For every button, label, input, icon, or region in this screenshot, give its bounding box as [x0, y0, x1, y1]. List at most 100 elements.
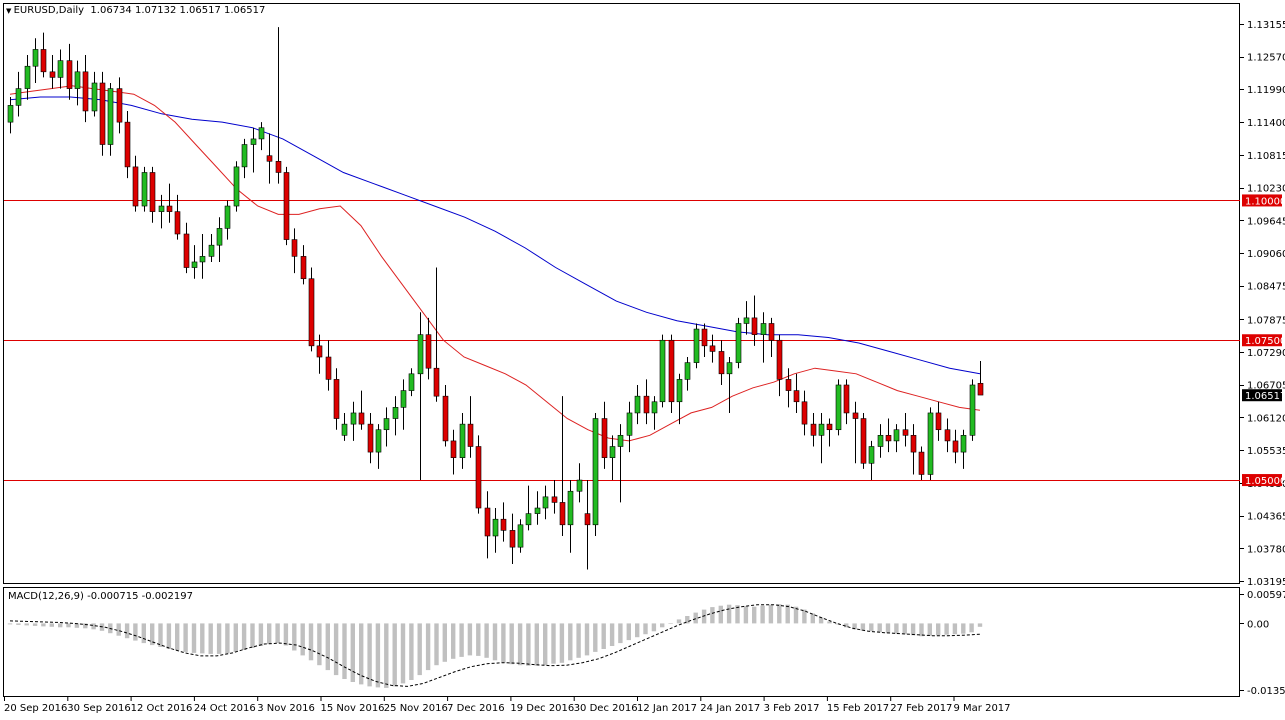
macd-histogram-bar [693, 612, 698, 624]
moving-average-slow [9, 96, 981, 375]
macd-histogram-bar [384, 623, 389, 688]
candle-down [433, 367, 440, 397]
candle-up [459, 423, 466, 458]
macd-histogram-bar [919, 623, 924, 637]
macd-histogram-bar [668, 623, 673, 624]
candle-down [275, 160, 282, 173]
candle-up [158, 205, 165, 212]
macd-histogram-bar [124, 623, 130, 639]
macd-histogram-bar [818, 617, 824, 624]
moving-average-fast [9, 85, 981, 442]
candle-down [551, 496, 558, 503]
symbol-header: ▼ EURUSD,Daily 1.06734 1.07132 1.06517 1… [6, 5, 266, 16]
candle-down [183, 233, 190, 268]
candle-up [392, 407, 399, 419]
candle-down [333, 379, 340, 419]
candle-down [785, 379, 792, 391]
macd-histogram-bar [902, 623, 907, 635]
macd-histogram-bar [710, 607, 715, 624]
candle-up [107, 88, 114, 145]
time-tick-label: 9 Mar 2017 [954, 703, 1011, 714]
candle-down [584, 513, 591, 526]
macd-histogram-bar [509, 623, 514, 665]
macd-histogram-bar [392, 623, 397, 687]
macd-histogram-bar [568, 623, 573, 661]
candle-up [24, 65, 31, 89]
candle-down [810, 423, 817, 436]
candle-up [893, 429, 900, 442]
macd-histogram-bar [350, 623, 355, 682]
macd-histogram-bar [835, 623, 840, 625]
header-arrow-icon[interactable]: ▼ [6, 7, 14, 15]
macd-histogram-bar [768, 604, 774, 624]
macd-histogram-bar [225, 623, 230, 654]
macd-histogram-bar [409, 623, 414, 680]
main-pane-frame [3, 3, 1240, 584]
candle-down [358, 412, 365, 425]
candle-down [751, 317, 758, 335]
candle-up [375, 429, 382, 453]
candle-up [383, 418, 390, 431]
macd-histogram-bar [166, 623, 172, 649]
level-price-label: 1.10000 [1245, 196, 1285, 207]
macd-histogram-bar [593, 623, 598, 652]
price-tick-label: 1.05535 [1247, 446, 1285, 457]
macd-tick-label: 0.005971 [1247, 590, 1285, 601]
time-tick-label: 24 Jan 2017 [700, 703, 760, 714]
candle-down [776, 339, 783, 380]
macd-histogram-bar [66, 623, 71, 628]
macd-histogram-bar [827, 621, 832, 624]
candle-down [49, 71, 56, 78]
candle-down [99, 82, 106, 145]
macd-histogram-bar [400, 623, 406, 684]
horizontal-levels[interactable] [4, 200, 1240, 481]
candle-down [801, 401, 808, 425]
price-tick-label: 1.13155 [1247, 20, 1285, 31]
candle-down [316, 345, 323, 358]
macd-histogram-bar [584, 623, 590, 656]
macd-histogram-bar [910, 623, 916, 636]
candle-up [651, 401, 658, 414]
candle-up [927, 412, 934, 475]
macd-histogram-bar [116, 623, 121, 636]
candle-up [74, 71, 81, 89]
candle-down [977, 383, 984, 396]
time-tick-label: 3 Nov 2016 [257, 703, 315, 714]
macd-histogram-bar [459, 623, 464, 657]
price-tick-label: 1.03195 [1247, 577, 1285, 588]
candle-up [617, 435, 624, 447]
macd-histogram-bar [726, 604, 732, 624]
macd-histogram-bar [609, 623, 615, 646]
candle-up [576, 479, 583, 492]
candle-down [668, 339, 675, 403]
candle-down [885, 435, 892, 442]
macd-histogram-bar [743, 606, 749, 624]
moving-averages [9, 85, 981, 442]
candle-down [166, 205, 173, 212]
macd-histogram-bar [275, 623, 280, 644]
macd-histogram-bar [927, 623, 932, 636]
candle-down [66, 60, 73, 89]
macd-histogram-bar [83, 623, 88, 629]
level-price-box [1242, 334, 1282, 347]
candle-down [768, 323, 775, 341]
candle-up [32, 49, 39, 67]
macd-histogram-bar [651, 623, 657, 632]
macd-histogram-bar [936, 623, 941, 636]
price-tick-label: 1.04365 [1247, 512, 1285, 523]
time-tick-label: 20 Sep 2016 [4, 703, 67, 714]
level-price-box [1242, 194, 1282, 207]
macd-histogram-bar [626, 623, 631, 641]
macd-histogram-bar [618, 623, 623, 644]
candle-down [484, 507, 491, 537]
current-price-box [1242, 389, 1282, 402]
candle-up [534, 507, 541, 514]
candle-up [693, 328, 700, 363]
macd-histogram-bar [434, 623, 439, 666]
macd-histogram-bar [241, 623, 247, 650]
candle-down [82, 71, 89, 112]
macd-histogram-bar [325, 623, 330, 671]
candle-up [400, 390, 407, 408]
candles [7, 27, 984, 570]
